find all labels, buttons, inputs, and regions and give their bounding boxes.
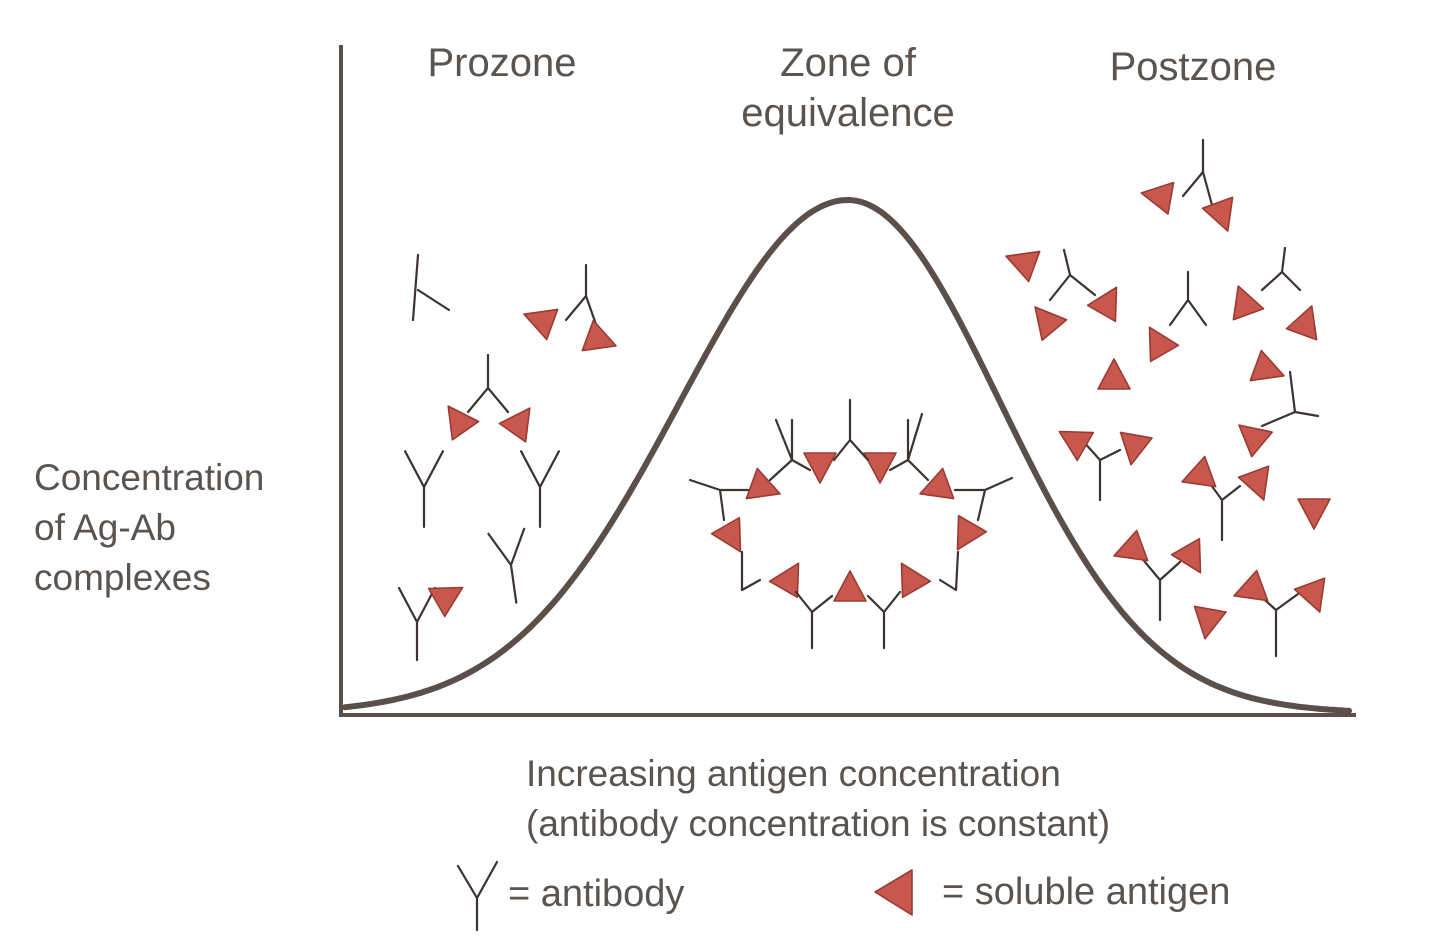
postzone-label: Postzone — [1110, 45, 1277, 89]
equivalence-zone-label-line1: Zone of — [780, 41, 917, 85]
antigen-triangle-icon — [919, 467, 955, 500]
antigen-triangle-icon — [498, 407, 531, 443]
antibody-y-icon — [1168, 270, 1208, 327]
antigen-triangle-icon — [1119, 431, 1153, 466]
antibody-y-icon — [888, 412, 930, 482]
antibody-y-icon — [1260, 246, 1302, 292]
antigen-triangle-icon — [1148, 326, 1180, 363]
antigen-triangle-icon — [1232, 285, 1265, 321]
antibody-y-icon — [688, 478, 750, 522]
y-axis-label-line1: Concentration — [34, 457, 264, 498]
equivalence-zone-label-line2: equivalence — [741, 91, 955, 135]
antibody-y-icon — [953, 476, 1014, 522]
antigen-triangle-icon — [1193, 605, 1227, 640]
antigen-triangle-icon — [1097, 358, 1131, 390]
antigen-triangle-icon — [863, 452, 897, 484]
antibody-y-icon — [456, 860, 499, 932]
antigen-triangle-icon — [447, 405, 480, 441]
antibody-y-icon — [520, 450, 560, 528]
legend: = antibody = soluble antigen — [456, 860, 1230, 932]
antibody-y-icon — [411, 253, 451, 322]
antigen-triangle-icon — [1285, 305, 1318, 341]
legend-antigen-label: = soluble antigen — [942, 871, 1230, 913]
antibody-y-icon — [487, 527, 526, 604]
antigen-triangle-icon — [710, 516, 742, 553]
antibody-y-icon — [1254, 590, 1300, 658]
antigen-triangle-icon — [900, 562, 932, 599]
antigen-triangle-icon — [833, 570, 867, 602]
antigen-triangle-icon — [1181, 455, 1217, 488]
postzone-illustration — [1005, 138, 1331, 658]
antigen-triangle-icon — [1297, 498, 1331, 530]
antibody-y-icon — [866, 590, 902, 650]
antibody-y-icon — [397, 586, 437, 662]
antibody-y-icon — [1260, 370, 1320, 428]
legend-antibody-label: = antibody — [508, 873, 684, 915]
antigen-triangle-icon — [1005, 250, 1041, 283]
antigen-triangle-icon — [427, 586, 464, 618]
precipitation-curve — [342, 196, 1352, 714]
x-axis-label-line1: Increasing antigen concentration — [526, 753, 1061, 794]
antigen-triangle-icon — [745, 467, 781, 500]
antibody-y-icon — [794, 590, 834, 650]
antigen-triangle-icon — [803, 452, 837, 484]
antigen-triangle-icon — [581, 319, 617, 352]
antigen-triangle-icon — [874, 869, 913, 916]
antibody-y-icon — [1080, 438, 1122, 502]
antigen-triangle-icon — [1238, 424, 1273, 458]
antigen-triangle-icon — [1293, 577, 1326, 613]
x-axis-label-line2: (antibody concentration is constant) — [526, 803, 1110, 844]
antibody-y-icon — [1138, 554, 1182, 622]
antibody-y-icon — [832, 398, 870, 462]
antigen-triangle-icon — [768, 562, 800, 599]
antibody-y-icon — [404, 450, 444, 528]
antibody-y-icon — [1048, 248, 1097, 302]
prozone-illustration — [397, 253, 617, 662]
antibody-y-icon — [1181, 138, 1214, 207]
antibody-y-icon — [1204, 476, 1242, 542]
antibody-y-icon — [768, 418, 812, 482]
prozone-label: Prozone — [428, 41, 577, 85]
antibody-y-icon — [938, 550, 960, 592]
antibody-y-icon — [456, 860, 499, 932]
antigen-triangle-icon — [1034, 306, 1068, 342]
antigen-triangle-icon — [1249, 349, 1285, 382]
antigen-triangle-icon — [874, 869, 913, 916]
y-axis-label-line3: complexes — [34, 557, 211, 598]
antigen-triangle-icon — [523, 308, 559, 341]
antigen-triangle-icon — [1237, 465, 1270, 501]
antigen-triangle-icon — [1233, 569, 1269, 602]
antigen-triangle-icon — [1201, 196, 1234, 232]
antigen-triangle-icon — [1058, 430, 1095, 462]
antibody-y-icon — [740, 550, 762, 592]
equivalence-lattice-illustration — [688, 398, 1014, 650]
antigen-triangle-icon — [1170, 537, 1202, 574]
antigen-triangle-icon — [1140, 181, 1175, 215]
antigen-triangle-icon — [1086, 286, 1118, 323]
antibody-y-icon — [466, 353, 510, 414]
antigen-triangle-icon — [1113, 529, 1149, 562]
antigen-triangle-icon — [956, 514, 988, 551]
y-axis-label-line2: of Ag-Ab — [34, 507, 176, 548]
